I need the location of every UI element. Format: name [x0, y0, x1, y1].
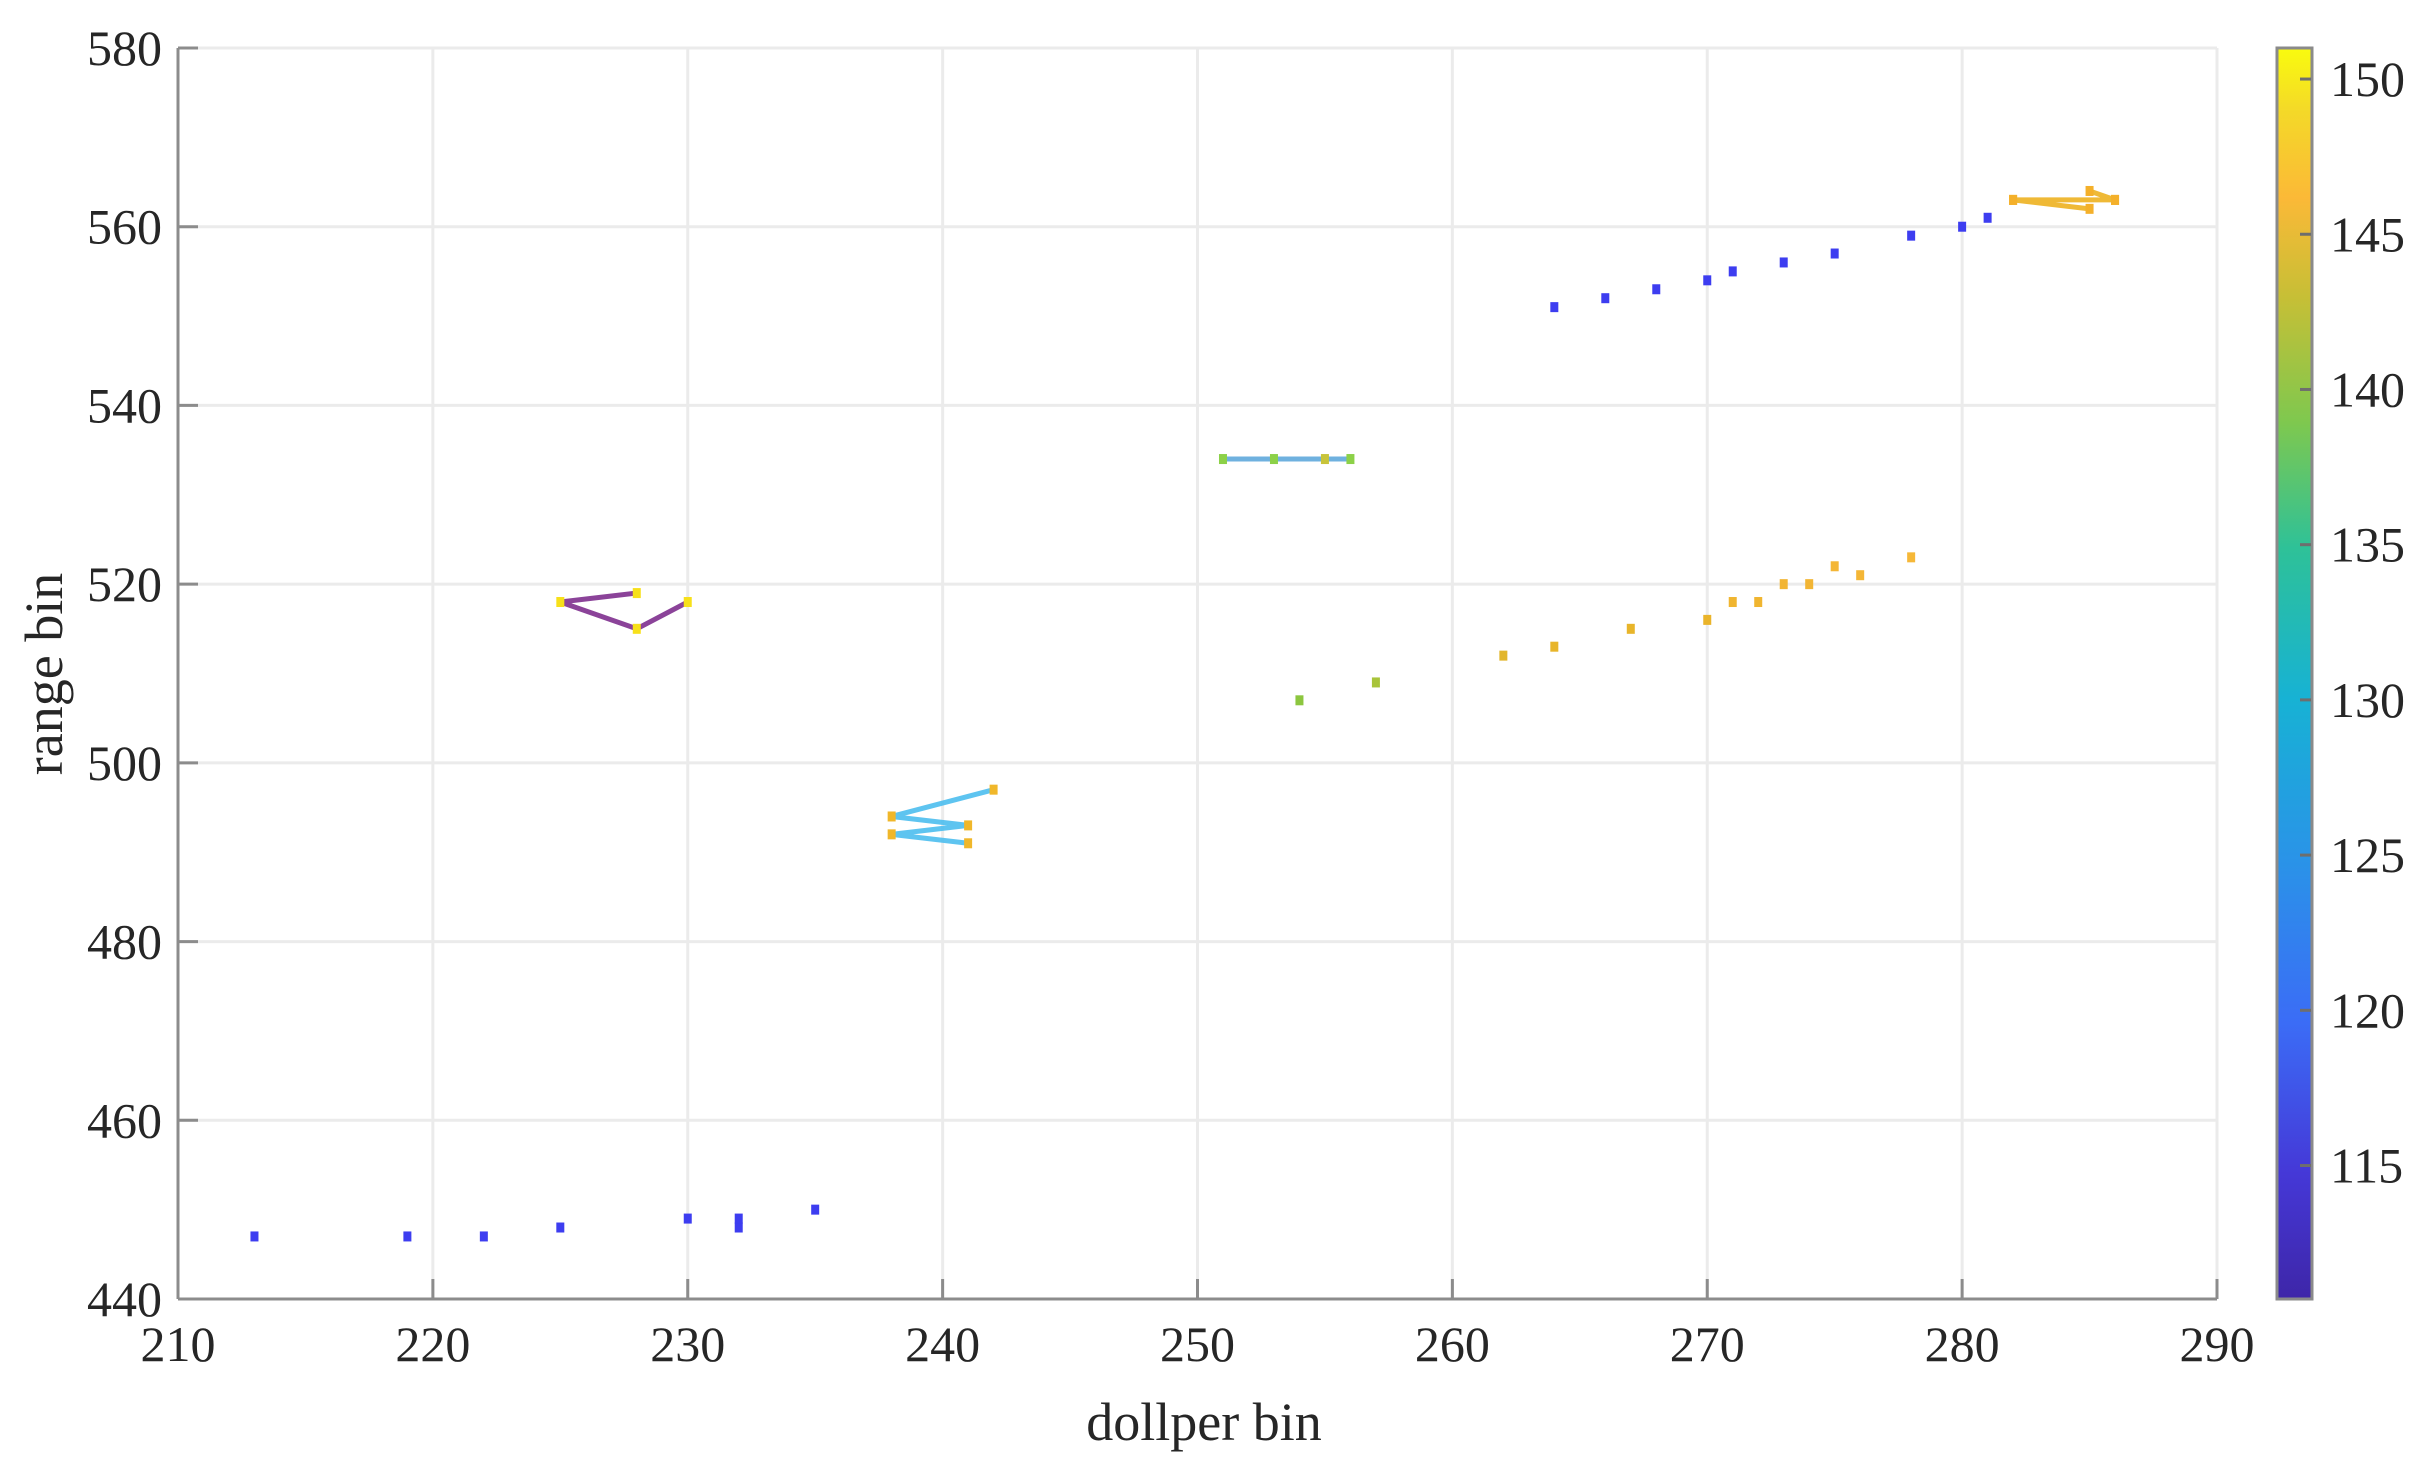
colorbar-tick-label: 150	[2330, 51, 2405, 107]
data-point	[1218, 454, 1227, 465]
y-axis-label: range bin	[14, 573, 74, 775]
data-point	[1550, 302, 1559, 313]
cluster-blue-line	[1218, 454, 1355, 465]
cluster-purple	[556, 588, 692, 634]
data-point	[1295, 695, 1304, 706]
data-point	[2111, 194, 2120, 205]
y-tick-label: 500	[87, 735, 162, 791]
data-point	[556, 1222, 565, 1233]
data-point	[1830, 561, 1839, 572]
y-tick-label: 480	[87, 914, 162, 970]
y-tick-label: 580	[87, 20, 162, 76]
data-point	[1728, 597, 1737, 608]
data-point	[1652, 284, 1661, 295]
x-tick-label: 240	[905, 1316, 980, 1372]
data-point	[1601, 293, 1610, 304]
data-point	[1728, 266, 1737, 277]
data-point	[2085, 185, 2094, 196]
x-tick-label: 250	[1160, 1316, 1235, 1372]
x-axis-label: dollper bin	[1086, 1392, 1321, 1452]
colorbar-tick-label: 115	[2330, 1138, 2403, 1194]
data-point	[1703, 275, 1712, 286]
colorbar-tick-label: 125	[2330, 827, 2405, 883]
axes	[176, 46, 2219, 1301]
x-tick-label: 230	[650, 1316, 725, 1372]
y-tick-label: 460	[87, 1092, 162, 1148]
data-point	[403, 1231, 412, 1242]
data-point	[964, 838, 973, 849]
data-point	[1983, 212, 1992, 223]
colorbar-ticks: 115 120 125 130 135 140 145 150	[2300, 51, 2405, 1194]
cluster-cyan	[887, 784, 998, 849]
cluster-orange	[2009, 185, 2120, 214]
data-point	[1779, 579, 1788, 590]
y-tick-label: 540	[87, 377, 162, 433]
track-bottom-blue	[250, 1204, 820, 1242]
y-tick-labels: 440 460 480 500 520 540 560 580	[87, 20, 162, 1327]
track-upper-blue	[1550, 212, 1992, 313]
data-point	[1805, 579, 1814, 590]
data-point	[1754, 597, 1763, 608]
x-tick-label: 260	[1415, 1316, 1490, 1372]
data-point	[1703, 614, 1712, 625]
data-point	[632, 623, 641, 634]
data-point	[811, 1204, 820, 1215]
data-point	[1371, 677, 1380, 688]
data-point	[887, 811, 896, 822]
colorbar-tick-label: 145	[2330, 206, 2405, 262]
data-point	[1550, 641, 1559, 652]
colorbar-tick-label: 130	[2330, 672, 2405, 728]
data-point	[1958, 221, 1967, 232]
x-tick-label: 290	[2180, 1316, 2255, 1372]
data-point	[556, 597, 565, 608]
data-point	[1269, 454, 1278, 465]
data-point	[989, 784, 998, 795]
data-point	[1346, 454, 1355, 465]
data-point	[734, 1213, 743, 1224]
y-tick-label: 520	[87, 556, 162, 612]
data-point	[1856, 570, 1865, 581]
data-point	[1320, 454, 1329, 465]
data-point	[250, 1231, 259, 1242]
data-point	[2085, 203, 2094, 214]
data-point	[1907, 552, 1916, 563]
colorbar: 115 120 125 130 135 140 145 150	[2275, 46, 2405, 1301]
track-middle-yellow	[1295, 552, 1916, 706]
data-point	[632, 588, 641, 599]
data-series	[250, 185, 2120, 1242]
data-point	[964, 820, 973, 831]
colorbar-tick-label: 135	[2330, 517, 2405, 573]
colorbar-tick-label: 120	[2330, 982, 2405, 1038]
data-point	[1499, 650, 1508, 661]
data-point	[1907, 230, 1916, 241]
x-tick-label: 210	[141, 1316, 216, 1372]
data-point	[479, 1231, 488, 1242]
data-point	[734, 1222, 743, 1233]
data-point	[683, 597, 692, 608]
data-point	[1830, 248, 1839, 259]
x-tick-label: 280	[1925, 1316, 2000, 1372]
data-point	[2009, 194, 2018, 205]
x-tick-labels: 210 220 230 240 250 260 270 280 290	[141, 1316, 2255, 1372]
x-tick-label: 220	[395, 1316, 470, 1372]
data-point	[683, 1213, 692, 1224]
x-tick-label: 270	[1670, 1316, 1745, 1372]
y-tick-label: 440	[87, 1271, 162, 1327]
y-tick-label: 560	[87, 199, 162, 255]
colorbar-tick-label: 140	[2330, 361, 2405, 417]
colorbar-gradient	[2275, 46, 2314, 1301]
data-point	[1626, 623, 1635, 634]
data-point	[887, 829, 896, 840]
data-point	[1779, 257, 1788, 268]
